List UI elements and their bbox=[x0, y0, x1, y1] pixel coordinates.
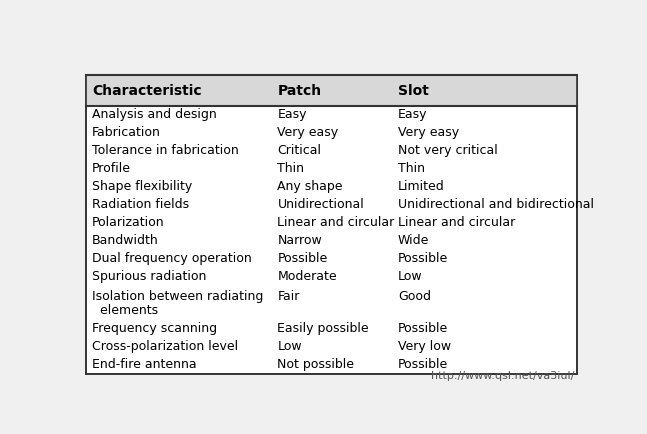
Text: Easy: Easy bbox=[278, 108, 307, 121]
Text: Frequency scanning: Frequency scanning bbox=[92, 322, 217, 335]
Text: Limited: Limited bbox=[398, 180, 444, 193]
Text: Slot: Slot bbox=[398, 83, 429, 98]
Text: Low: Low bbox=[398, 270, 422, 283]
Text: Very easy: Very easy bbox=[398, 126, 459, 139]
Text: Low: Low bbox=[278, 340, 302, 353]
Text: Bandwidth: Bandwidth bbox=[92, 234, 159, 247]
Text: Easily possible: Easily possible bbox=[278, 322, 369, 335]
Text: Narrow: Narrow bbox=[278, 234, 322, 247]
Text: Fair: Fair bbox=[278, 289, 300, 302]
Text: Polarization: Polarization bbox=[92, 216, 164, 229]
Text: Possible: Possible bbox=[398, 322, 448, 335]
Text: Very low: Very low bbox=[398, 340, 451, 353]
Bar bbox=[86, 76, 577, 374]
Text: End-fire antenna: End-fire antenna bbox=[92, 358, 197, 371]
Text: Not possible: Not possible bbox=[278, 358, 355, 371]
Text: Fabrication: Fabrication bbox=[92, 126, 161, 139]
Text: Very easy: Very easy bbox=[278, 126, 338, 139]
Text: Easy: Easy bbox=[398, 108, 427, 121]
Text: Unidirectional: Unidirectional bbox=[278, 198, 364, 211]
Text: http://www.qsl.net/va3iul/: http://www.qsl.net/va3iul/ bbox=[432, 371, 575, 381]
Text: Unidirectional and bidirectional: Unidirectional and bidirectional bbox=[398, 198, 594, 211]
Text: Moderate: Moderate bbox=[278, 270, 337, 283]
Text: Linear and circular: Linear and circular bbox=[398, 216, 515, 229]
Text: Any shape: Any shape bbox=[278, 180, 343, 193]
Text: Linear and circular: Linear and circular bbox=[278, 216, 395, 229]
Text: Thin: Thin bbox=[398, 162, 425, 175]
Text: Possible: Possible bbox=[278, 253, 327, 266]
Text: Radiation fields: Radiation fields bbox=[92, 198, 189, 211]
Text: Spurious radiation: Spurious radiation bbox=[92, 270, 206, 283]
Text: Possible: Possible bbox=[398, 358, 448, 371]
Text: Analysis and design: Analysis and design bbox=[92, 108, 217, 121]
Text: Shape flexibility: Shape flexibility bbox=[92, 180, 192, 193]
Text: Dual frequency operation: Dual frequency operation bbox=[92, 253, 252, 266]
Text: Thin: Thin bbox=[278, 162, 305, 175]
Text: Possible: Possible bbox=[398, 253, 448, 266]
Text: Critical: Critical bbox=[278, 144, 322, 157]
Text: Not very critical: Not very critical bbox=[398, 144, 498, 157]
Text: Good: Good bbox=[398, 289, 431, 302]
Text: Tolerance in fabrication: Tolerance in fabrication bbox=[92, 144, 239, 157]
Text: Patch: Patch bbox=[278, 83, 322, 98]
Text: elements: elements bbox=[92, 303, 158, 316]
Text: Isolation between radiating: Isolation between radiating bbox=[92, 289, 263, 302]
Bar bbox=[86, 76, 577, 105]
Text: Wide: Wide bbox=[398, 234, 429, 247]
Text: Profile: Profile bbox=[92, 162, 131, 175]
Text: Characteristic: Characteristic bbox=[92, 83, 201, 98]
Text: Cross-polarization level: Cross-polarization level bbox=[92, 340, 238, 353]
